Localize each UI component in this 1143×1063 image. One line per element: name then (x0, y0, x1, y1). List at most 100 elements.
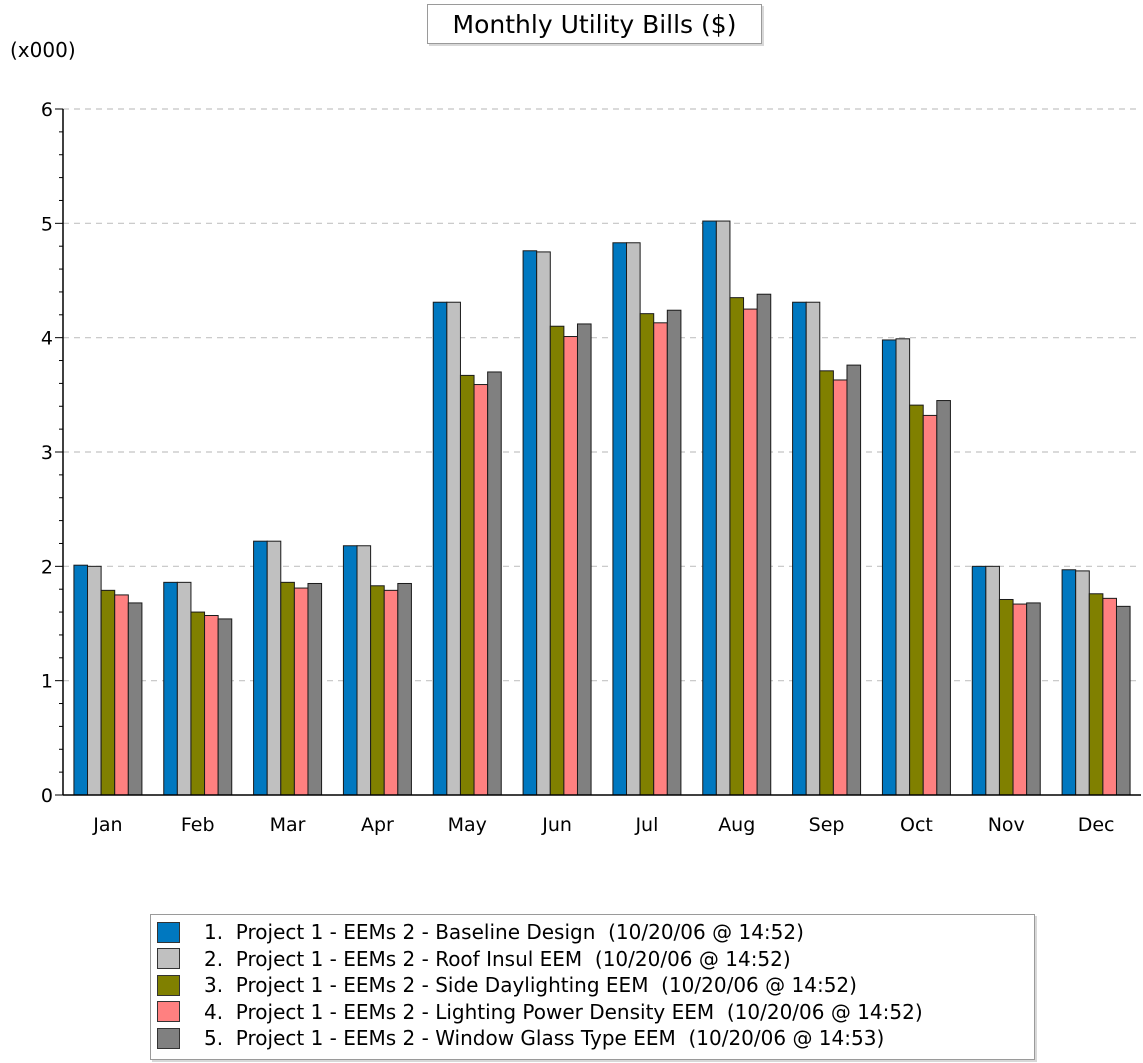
legend-item: 3. Project 1 - EEMs 2 - Side Daylighting… (157, 972, 1034, 999)
x-tick-label: Jun (541, 814, 572, 836)
bar (702, 220, 717, 796)
legend-item: 5. Project 1 - EEMs 2 - Window Glass Typ… (157, 1025, 1034, 1052)
legend-label: 2. Project 1 - EEMs 2 - Roof Insul EEM (… (204, 946, 791, 971)
axes (55, 108, 1141, 796)
legend-swatch (157, 921, 180, 943)
bar (190, 611, 206, 796)
bar (832, 379, 848, 796)
x-tick-label: Aug (718, 814, 755, 836)
bar (1075, 570, 1090, 796)
bar (100, 589, 116, 796)
bar (846, 364, 862, 796)
bar (626, 242, 641, 796)
x-tick-label: Jan (92, 814, 122, 836)
y-tick-label: 4 (41, 328, 53, 350)
legend-swatch (157, 948, 180, 970)
x-tick-label: Feb (181, 814, 215, 836)
bar (266, 540, 282, 796)
bar (536, 251, 551, 796)
legend-label: 1. Project 1 - EEMs 2 - Baseline Design … (204, 920, 804, 945)
bars (73, 220, 1131, 796)
tick-labels: 0 1 2 3 4 5 6 Jan Feb Mar Apr May Jun Jul Aug Sep Oct Nov… (41, 99, 1115, 836)
bar (998, 598, 1014, 796)
bar (114, 594, 129, 796)
y-tick-label: 3 (41, 442, 53, 464)
legend-item: 4. Project 1 - EEMs 2 - Lighting Power D… (157, 999, 1034, 1026)
bar (729, 297, 745, 796)
legend-item: 2. Project 1 - EEMs 2 - Roof Insul EEM (… (157, 946, 1034, 973)
bar (1026, 602, 1041, 796)
bar (936, 400, 951, 796)
bar (909, 404, 924, 796)
bar (397, 582, 412, 796)
bar (163, 581, 178, 796)
legend: 1. Project 1 - EEMs 2 - Baseline Design … (150, 914, 1035, 1060)
legend-item: 1. Project 1 - EEMs 2 - Baseline Design … (157, 919, 1034, 946)
x-tick-label: Nov (988, 814, 1025, 836)
bar (1115, 605, 1131, 796)
legend-label: 3. Project 1 - EEMs 2 - Side Daylighting… (204, 973, 857, 998)
bar (127, 602, 143, 796)
bar (881, 339, 897, 796)
bar (805, 301, 821, 796)
y-tick-label: 5 (41, 213, 53, 235)
x-tick-label: Apr (361, 814, 394, 836)
bar (446, 301, 461, 796)
x-tick-label: May (448, 814, 487, 836)
x-tick-label: Jul (634, 814, 658, 836)
bar (576, 323, 592, 796)
bar (792, 301, 807, 796)
bar (1061, 569, 1077, 796)
y-tick-label: 6 (41, 99, 53, 121)
y-tick-label: 0 (41, 785, 53, 807)
x-tick-label: Sep (809, 814, 845, 836)
bar (280, 581, 295, 796)
y-tick-label: 2 (41, 556, 53, 578)
bar (756, 293, 772, 796)
bar (612, 242, 628, 796)
bar (87, 565, 102, 796)
bar (653, 322, 668, 796)
legend-label: 5. Project 1 - EEMs 2 - Window Glass Typ… (204, 1026, 885, 1051)
bar (1088, 593, 1104, 796)
bar (370, 585, 385, 796)
bar (1012, 603, 1028, 796)
bar (743, 308, 758, 796)
bar (432, 301, 448, 796)
bar (563, 336, 578, 796)
legend-label: 4. Project 1 - EEMs 2 - Lighting Power D… (204, 999, 923, 1024)
bar (293, 587, 309, 796)
x-tick-label: Mar (270, 814, 306, 836)
bar (1102, 597, 1117, 796)
bar (487, 371, 502, 796)
gridlines (63, 108, 1141, 682)
bar (383, 589, 399, 796)
bar (715, 220, 731, 796)
bar (217, 618, 233, 796)
y-axis-unit-label: (x000) (10, 38, 76, 62)
chart-title: Monthly Utility Bills ($) (427, 4, 762, 44)
bar (819, 370, 834, 796)
bar (204, 614, 219, 796)
bar (342, 545, 358, 796)
legend-swatch (157, 1001, 180, 1023)
bar (985, 565, 1000, 796)
bar (522, 250, 538, 796)
y-tick-label: 1 (41, 671, 53, 693)
bar (473, 384, 489, 796)
x-tick-label: Dec (1078, 814, 1115, 836)
bar (922, 414, 938, 796)
bar (176, 581, 192, 796)
x-tick-label: Oct (900, 814, 933, 836)
legend-swatch (157, 974, 180, 996)
bar (549, 325, 565, 796)
bar (253, 540, 268, 796)
bar (307, 582, 323, 796)
bar (459, 374, 475, 796)
bar (895, 338, 911, 796)
bar (73, 564, 89, 796)
legend-swatch (157, 1027, 180, 1049)
bar (356, 545, 372, 796)
bar (971, 565, 987, 796)
bar (666, 309, 682, 796)
